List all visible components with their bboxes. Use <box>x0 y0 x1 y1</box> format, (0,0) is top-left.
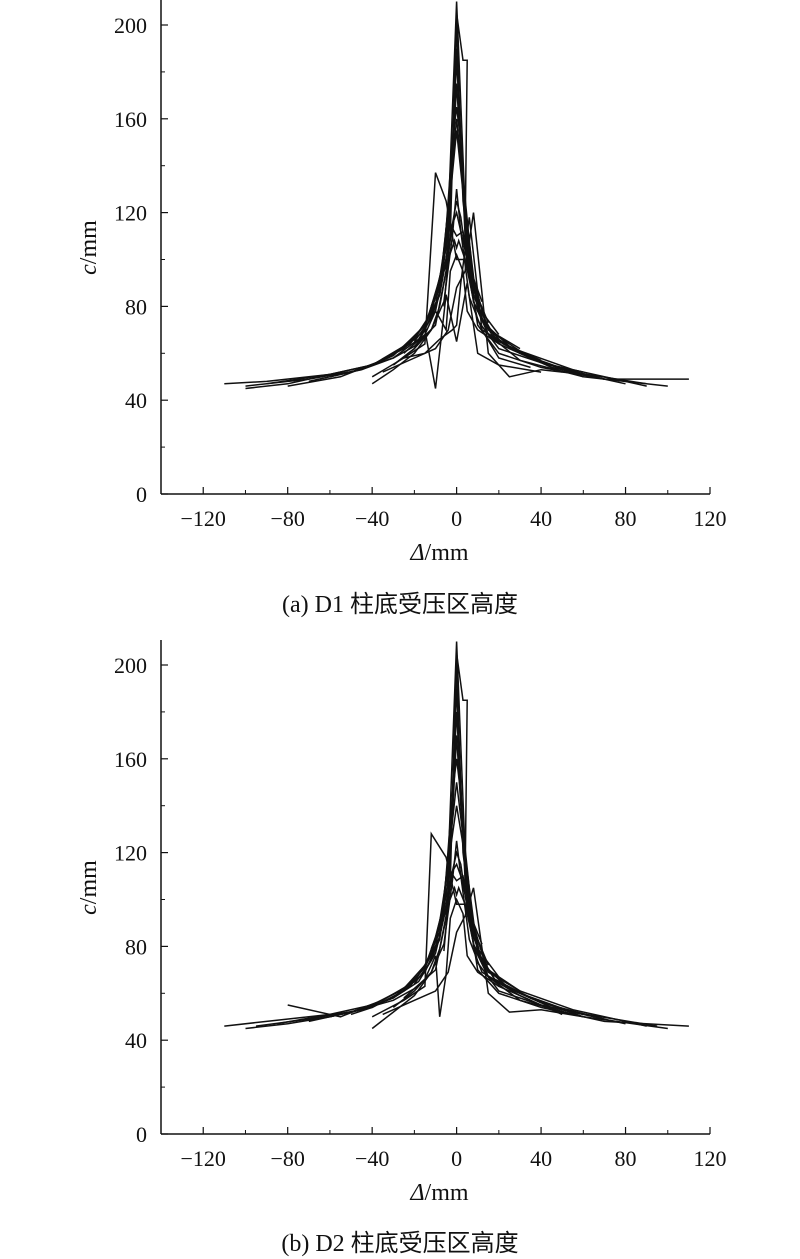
series-line-8 <box>350 130 563 373</box>
series-line-17 <box>443 653 468 952</box>
series-line-18 <box>371 172 584 378</box>
series-line-12 <box>424 869 489 968</box>
series-line-14 <box>403 897 531 1017</box>
series-line-16 <box>382 212 584 378</box>
x-tick-label: −80 <box>270 1146 304 1171</box>
series-line-11 <box>413 209 500 343</box>
y-tick-label: 80 <box>125 934 147 959</box>
x-tick-label: 80 <box>615 506 637 531</box>
series-line-13 <box>430 238 483 307</box>
chart-panel-b: 0 40 80 120 160 200 −120 −80 −40 0 40 80 120 Δ/mm c/… <box>0 640 800 1259</box>
y-tick-label: 120 <box>114 201 147 226</box>
series-line-11 <box>413 862 500 985</box>
series-line-17 <box>403 217 531 369</box>
x-tick-label: 120 <box>694 506 727 531</box>
y-tick-label: 0 <box>136 482 147 507</box>
series-line-15 <box>382 887 584 1018</box>
series-line-12 <box>424 222 489 326</box>
series-line-10 <box>392 200 521 366</box>
y-tick-label: 40 <box>125 388 147 413</box>
caption-a: (a) D1 柱底受压区高度 <box>282 592 518 618</box>
y-tick-label: 160 <box>114 747 147 772</box>
y-tick-label: 80 <box>125 294 147 319</box>
x-tick-label: 80 <box>615 1146 637 1171</box>
x-tick-label: −120 <box>181 1146 226 1171</box>
series-line-15 <box>392 282 542 389</box>
series-line-14 <box>403 252 531 359</box>
chart-a-svg: 0 40 80 120 160 200 −120 −80 −40 0 40 80 120 Δ/mm c/… <box>76 0 727 566</box>
series-line-8 <box>350 805 563 1016</box>
chart-panel-a: 0 40 80 120 160 200 −120 −80 −40 0 40 80 120 Δ/mm c/… <box>0 0 800 625</box>
x-tick-label: −80 <box>270 506 304 531</box>
x-tick-label: 120 <box>694 1146 727 1171</box>
x-tick-label: −40 <box>355 506 389 531</box>
y-tick-label: 200 <box>114 13 147 38</box>
series-line-6 <box>308 758 605 1023</box>
caption-b: (b) D2 柱底受压区高度 <box>281 1231 519 1257</box>
series-line-2 <box>245 24 668 390</box>
series-line-3 <box>245 48 647 387</box>
x-axis-label: Δ/mm <box>409 1180 468 1206</box>
x-tick-label: 40 <box>530 1146 552 1171</box>
series-line-19 <box>443 13 468 307</box>
y-tick-label: 0 <box>136 1122 147 1147</box>
x-tick-label: −120 <box>181 506 226 531</box>
y-tick-label: 40 <box>125 1028 147 1053</box>
x-tick-label: 0 <box>451 1146 462 1171</box>
y-axis-label: c/mm <box>76 860 102 915</box>
series-line-16 <box>371 831 584 1018</box>
y-axis-label: c/mm <box>76 220 102 275</box>
y-tick-label: 120 <box>114 841 147 866</box>
x-tick-label: −40 <box>355 1146 389 1171</box>
series-line-10 <box>392 849 521 1008</box>
y-tick-label: 200 <box>114 653 147 678</box>
y-tick-label: 160 <box>114 107 147 132</box>
x-axis-label: Δ/mm <box>409 540 468 566</box>
x-tick-label: 40 <box>530 506 552 531</box>
series-line-13 <box>430 885 483 949</box>
x-tick-label: 0 <box>451 506 462 531</box>
chart-b-svg: 0 40 80 120 160 200 −120 −80 −40 0 40 80 120 Δ/mm c/… <box>76 640 727 1206</box>
